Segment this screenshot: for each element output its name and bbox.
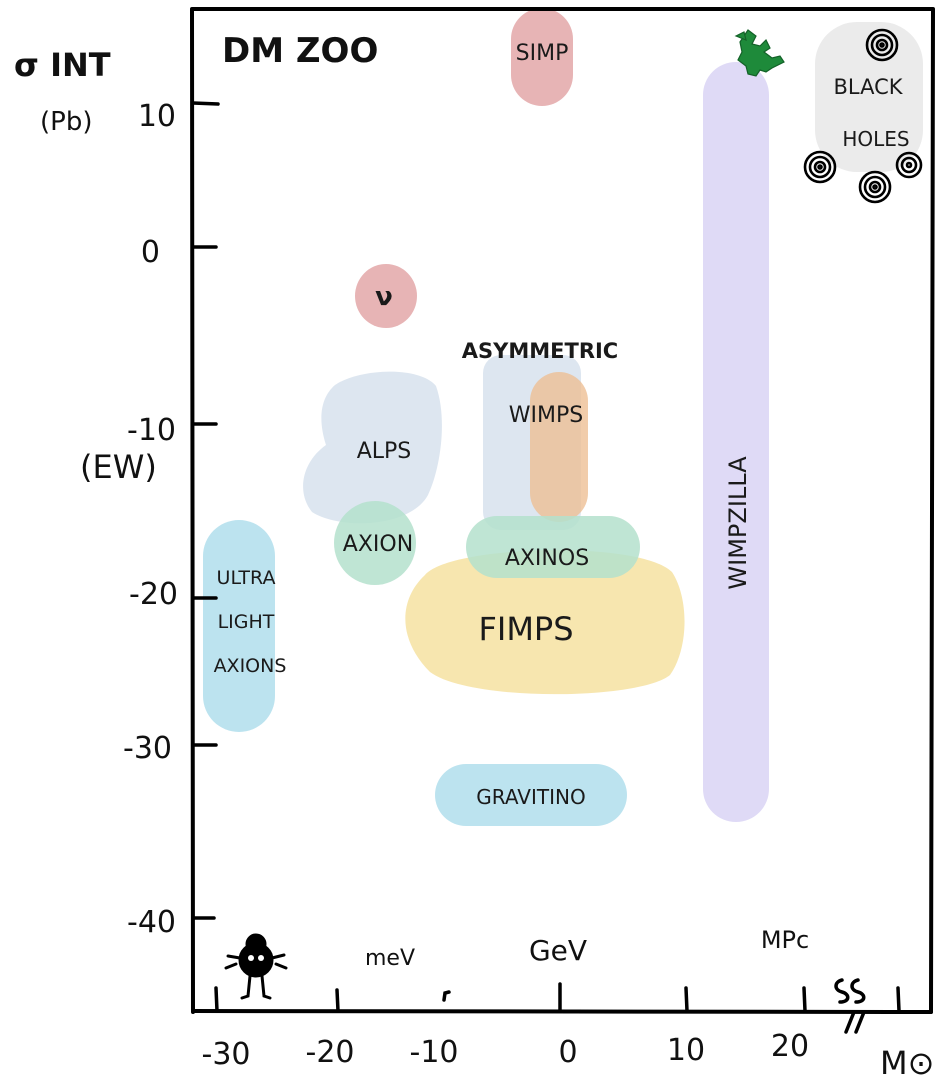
region-gravitino [435, 764, 627, 826]
y-axis-note: (EW) [80, 448, 157, 486]
region-wimps [530, 372, 588, 522]
region-axinos [466, 516, 640, 578]
y-tick-label: 10 [138, 99, 176, 134]
region-simp [511, 8, 573, 106]
y-tick-label: -40 [127, 905, 176, 940]
x-scale-markers: meV GeV MPc [365, 926, 809, 971]
region-labels: SIMP ν ASYMMETRIC WIMPS ALPS AXION AXINO… [214, 41, 910, 809]
label-ultra-light-axions-3: AXIONS [214, 655, 287, 677]
x-tick-label: 10 [667, 1033, 705, 1068]
x-tick-labels: -30 -20 -10 0 10 20 [202, 1029, 810, 1072]
region-alps [303, 371, 442, 524]
plot-frame [190, 7, 935, 1014]
region-axion [334, 501, 416, 585]
x-tick-label: 20 [771, 1029, 809, 1064]
x-axis-label: M⊙ [880, 1044, 934, 1082]
label-axinos: AXINOS [505, 546, 589, 571]
spiral-icon [858, 170, 892, 204]
label-axion: AXION [343, 532, 413, 557]
x-tick-label: 0 [558, 1035, 577, 1070]
region-wimpzilla [703, 62, 769, 822]
y-tick-label: -20 [129, 577, 178, 612]
x-tick-label: -20 [306, 1035, 355, 1070]
label-neutrino: ν [375, 282, 393, 312]
y-tick-label: -10 [127, 413, 176, 448]
label-fimps: FIMPS [478, 610, 573, 648]
label-simp: SIMP [516, 41, 569, 66]
spiral-icon [803, 150, 837, 184]
label-ultra-light-axions-2: LIGHT [218, 611, 275, 633]
region-fimps [405, 550, 685, 695]
spiral-icon [865, 28, 899, 62]
label-wimps: WIMPS [509, 403, 583, 428]
marker-mpc: MPc [761, 926, 809, 954]
y-tick-label: -30 [123, 731, 172, 766]
marker-mev: meV [365, 946, 415, 971]
label-gravitino: GRAVITINO [476, 785, 585, 809]
label-black-holes-2: HOLES [842, 127, 909, 151]
label-alps: ALPS [357, 439, 412, 464]
y-axis-unit: (Pb) [40, 107, 92, 137]
y-tick-labels: 10 0 -10 -20 -30 -40 [123, 99, 178, 940]
y-tick-label: 0 [141, 235, 160, 270]
region-ultra-light-axions [203, 520, 275, 732]
monster-icon [224, 933, 288, 1000]
label-wimpzilla: WIMPZILLA [724, 456, 752, 590]
marker-gev: GeV [529, 934, 587, 967]
x-tick-label: -30 [202, 1037, 251, 1072]
godzilla-icon [734, 29, 785, 77]
region-black-holes [815, 22, 923, 172]
spiral-icons [803, 28, 923, 204]
label-ultra-light-axions-1: ULTRA [217, 567, 276, 589]
diagram-title: DM ZOO [222, 31, 378, 71]
spiral-icon [895, 151, 923, 179]
label-asymmetric: ASYMMETRIC [462, 339, 618, 363]
region-neutrino [355, 264, 417, 328]
x-tick-marks [214, 978, 901, 1034]
label-black-holes-1: BLACK [833, 75, 903, 99]
y-axis-label: σ INT [14, 46, 111, 84]
x-tick-label: -10 [410, 1035, 459, 1070]
y-tick-marks [191, 101, 220, 920]
